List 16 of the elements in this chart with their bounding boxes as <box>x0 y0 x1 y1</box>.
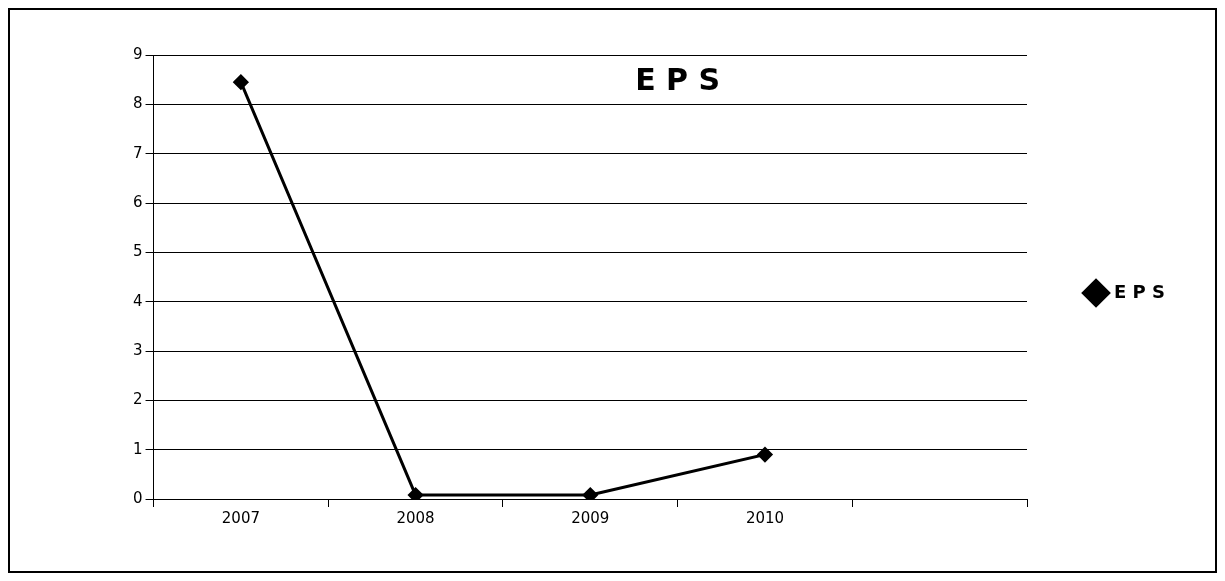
y-tick-label: 2 <box>133 390 143 409</box>
x-tick-label: 2007 <box>221 508 260 527</box>
y-tick-label: 5 <box>133 242 143 261</box>
y-tick-label: 6 <box>133 192 143 211</box>
y-tick-label: 0 <box>133 488 143 507</box>
y-tick-label: 4 <box>133 291 143 310</box>
y-tick-label: 7 <box>133 143 143 162</box>
y-tick-label: 1 <box>133 439 143 458</box>
x-tick-label: 2010 <box>745 508 785 527</box>
x-tick-label: 2008 <box>396 508 435 527</box>
x-tick-label: 2009 <box>571 508 610 527</box>
legend-label: E P S <box>1114 280 1166 302</box>
chart-title: E P S <box>635 61 721 97</box>
y-tick-label: 3 <box>133 340 143 359</box>
y-tick-label: 8 <box>133 94 143 113</box>
y-tick-label: 9 <box>133 44 143 63</box>
